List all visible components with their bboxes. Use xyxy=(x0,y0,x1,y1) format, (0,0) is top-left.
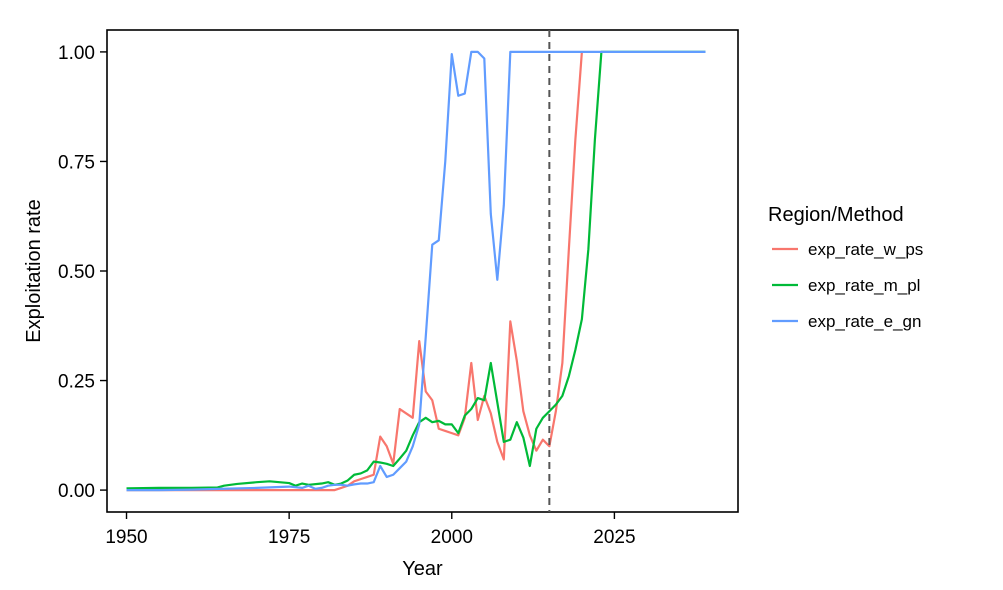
y-tick-label: 0.25 xyxy=(58,372,95,393)
y-tick-label: 0.00 xyxy=(58,481,95,502)
series-line-exp_rate_m_pl xyxy=(126,50,706,490)
legend-label-exp_rate_m_pl: exp_rate_m_pl xyxy=(808,276,920,295)
series-line-exp_rate_e_gn xyxy=(126,50,706,492)
series-lines xyxy=(126,30,706,512)
legend-label-exp_rate_e_gn: exp_rate_e_gn xyxy=(808,312,921,331)
plot-panel xyxy=(106,29,739,513)
y-tick-label: 0.75 xyxy=(58,152,95,173)
x-axis-title: Year xyxy=(402,558,443,580)
legend-title: Region/Method xyxy=(768,204,904,226)
y-tick-label: 1.00 xyxy=(58,43,95,64)
legend: Region/Method exp_rate_w_ps exp_rate_m_ple… xyxy=(768,204,923,331)
x-tick-label: 2000 xyxy=(431,527,473,548)
legend-label-exp_rate_w_ps: exp_rate_w_ps xyxy=(808,240,923,259)
axes: 0.00 0.25 0.50 0.75 1.00 1950 1975 2000 2025 Year… xyxy=(23,29,739,580)
y-axis-title: Exploitation rate xyxy=(23,199,45,342)
x-tick-label: 1975 xyxy=(268,527,310,548)
series-line-exp_rate_w_ps xyxy=(126,51,583,492)
x-tick-label: 1950 xyxy=(105,527,147,548)
y-tick-label: 0.50 xyxy=(58,262,95,283)
x-tick-label: 2025 xyxy=(593,527,635,548)
